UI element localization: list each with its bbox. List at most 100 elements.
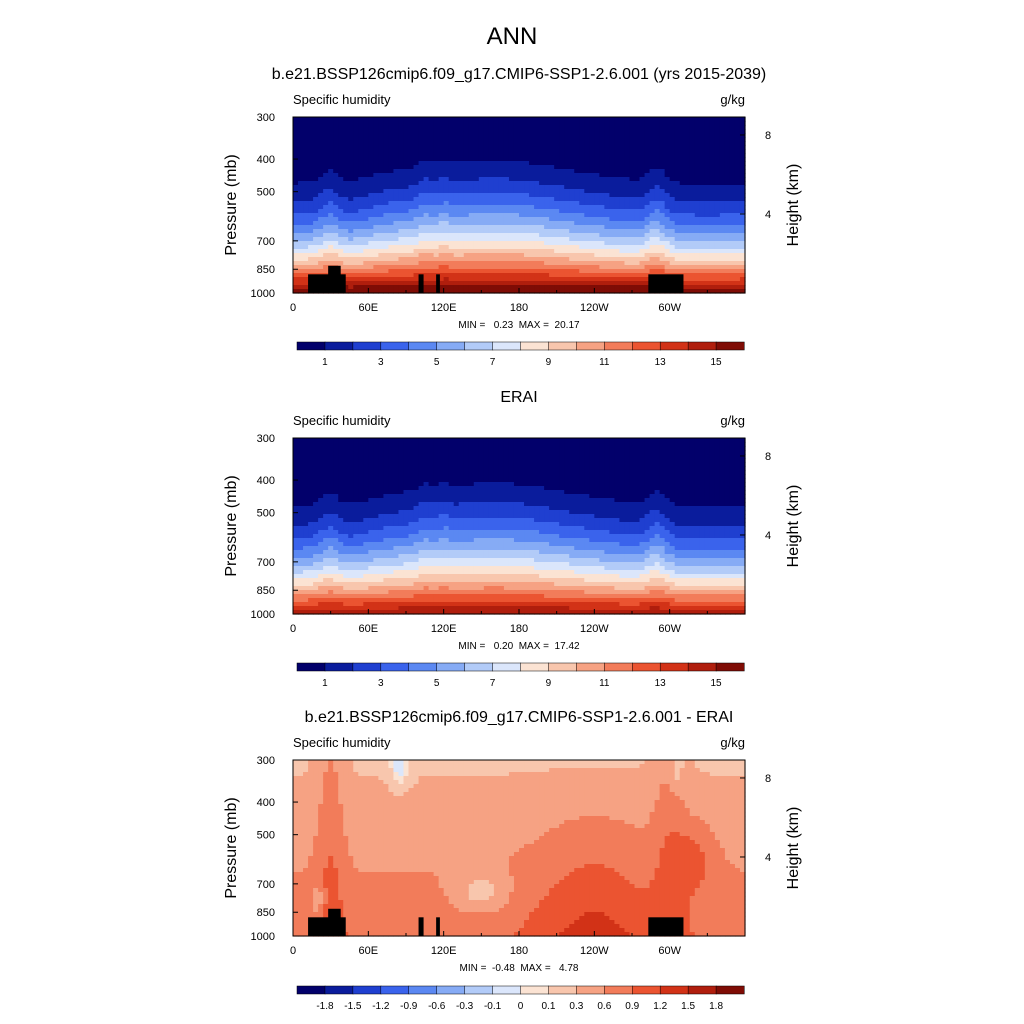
heatmap-cell [724, 205, 731, 210]
heatmap-cell [619, 229, 626, 234]
heatmap-cell [488, 466, 495, 471]
heatmap-cell [569, 241, 575, 246]
heatmap-cell [559, 205, 565, 210]
heatmap-cell [348, 225, 354, 230]
heatmap-cell [624, 173, 631, 178]
heatmap-cell [393, 237, 400, 242]
heatmap-cell [393, 277, 400, 282]
heatmap-cell [724, 125, 731, 130]
heatmap-cell [428, 193, 435, 198]
heatmap-cell [478, 169, 485, 174]
heatmap-cell [433, 257, 440, 262]
heatmap-cell [508, 141, 515, 146]
heatmap-cell [348, 217, 354, 222]
heatmap-cell [634, 201, 641, 206]
heatmap-cell [634, 157, 641, 162]
heatmap-cell [554, 273, 560, 278]
heatmap-cell [458, 229, 465, 234]
heatmap-cell [423, 165, 430, 170]
heatmap-cell [539, 269, 545, 274]
heatmap-cell [473, 141, 480, 146]
heatmap-cell [403, 201, 410, 206]
heatmap-cell [729, 149, 736, 154]
heatmap-cell [353, 450, 359, 455]
heatmap-cell [388, 269, 395, 274]
heatmap-cell [458, 117, 465, 122]
heatmap-cell [709, 470, 716, 475]
heatmap-cell [403, 213, 410, 218]
heatmap-cell [443, 121, 450, 126]
heatmap-cell [729, 217, 736, 222]
heatmap-cell [508, 442, 515, 447]
heatmap-cell [468, 466, 475, 471]
heatmap-cell [624, 221, 631, 226]
heatmap-cell [488, 205, 495, 210]
heatmap-cell [453, 462, 460, 467]
heatmap-cell [323, 209, 329, 214]
heatmap-cell [719, 225, 726, 230]
heatmap-cell [428, 281, 435, 286]
heatmap-cell [724, 289, 731, 294]
heatmap-cell [724, 201, 731, 206]
heatmap-cell [589, 458, 595, 463]
heatmap-cell [599, 189, 605, 194]
heatmap-cell [358, 241, 364, 246]
heatmap-cell [513, 189, 520, 194]
heatmap-cell [423, 133, 430, 138]
heatmap-cell [313, 161, 319, 166]
heatmap-cell [293, 141, 299, 146]
heatmap-cell [524, 173, 530, 178]
heatmap-cell [539, 133, 545, 138]
heatmap-cell [669, 153, 676, 158]
heatmap-cell [403, 249, 410, 254]
heatmap-cell [483, 257, 490, 262]
heatmap-cell [338, 261, 344, 266]
heatmap-cell [574, 177, 580, 182]
heatmap-cell [343, 117, 349, 122]
heatmap-cell [383, 185, 390, 190]
heatmap-cell [639, 281, 646, 286]
heatmap-cell [594, 121, 600, 126]
heatmap-cell [649, 474, 656, 479]
heatmap-cell [358, 253, 364, 258]
heatmap-cell [303, 257, 309, 262]
heatmap-cell [378, 241, 384, 246]
heatmap-cell [619, 261, 626, 266]
heatmap-cell [624, 237, 631, 242]
heatmap-cell [348, 141, 354, 146]
heatmap-cell [739, 121, 746, 126]
heatmap-cell [493, 201, 500, 206]
heatmap-cell [634, 153, 641, 158]
heatmap-cell [478, 281, 485, 286]
heatmap-cell [669, 169, 676, 174]
heatmap-cell [293, 153, 299, 158]
heatmap-cell [483, 233, 490, 238]
heatmap-cell [554, 478, 560, 483]
heatmap-cell [308, 454, 314, 459]
right-tick-label: 4 [765, 209, 771, 221]
heatmap-cell [589, 229, 595, 234]
heatmap-cell [614, 145, 621, 150]
heatmap-cell [343, 157, 349, 162]
heatmap-cell [428, 285, 435, 290]
heatmap-cell [353, 478, 359, 483]
heatmap-cell [659, 193, 666, 198]
heatmap-cell [589, 257, 595, 262]
heatmap-cell [644, 277, 651, 282]
heatmap-cell [293, 253, 299, 258]
heatmap-cell [378, 201, 384, 206]
heatmap-cell [343, 173, 349, 178]
heatmap-cell [333, 253, 339, 258]
heatmap-cell [544, 197, 550, 202]
heatmap-cell [353, 446, 359, 451]
heatmap-cell [503, 149, 510, 154]
heatmap-cell [358, 442, 364, 447]
heatmap-cell [599, 438, 605, 443]
heatmap-cell [609, 442, 616, 447]
heatmap-cell [328, 205, 334, 210]
heatmap-cell [498, 157, 505, 162]
heatmap-cell [689, 458, 696, 463]
heatmap-cell [398, 181, 405, 186]
heatmap-cell [503, 458, 510, 463]
heatmap-cell [619, 438, 626, 443]
